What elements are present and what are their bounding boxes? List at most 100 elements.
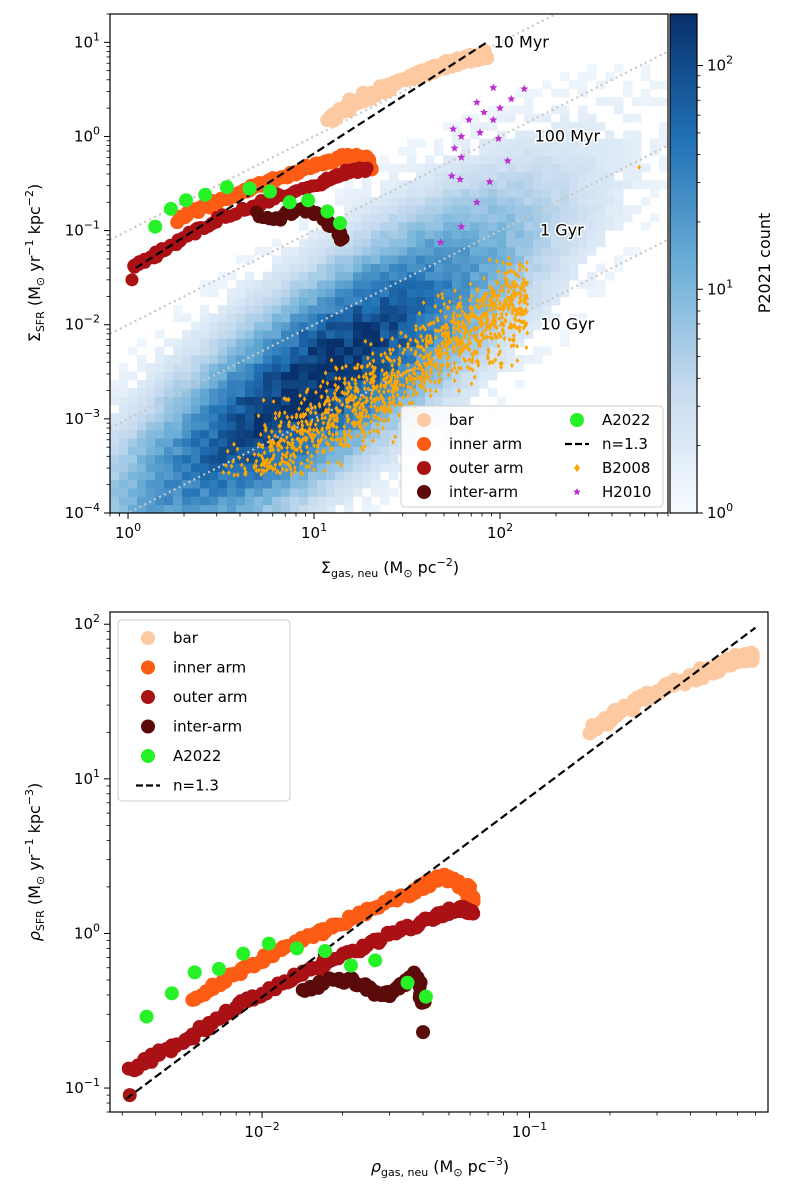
b2008-point bbox=[352, 419, 356, 426]
heatmap-cell bbox=[353, 379, 363, 389]
b2008-point bbox=[352, 365, 357, 371]
heatmap-cell bbox=[182, 504, 192, 513]
b2008-point bbox=[358, 417, 363, 423]
heatmap-cell bbox=[362, 296, 372, 306]
heatmap-cell bbox=[110, 421, 120, 431]
b2008-point bbox=[284, 454, 289, 460]
heatmap-cell bbox=[236, 504, 246, 513]
heatmap-cell bbox=[344, 471, 354, 481]
heatmap-cell bbox=[542, 255, 552, 264]
heatmap-cell bbox=[587, 221, 597, 231]
heatmap-cell bbox=[344, 404, 354, 414]
heatmap-cell bbox=[542, 280, 552, 289]
heatmap-cell bbox=[461, 221, 471, 231]
b2008-point bbox=[505, 269, 510, 276]
heatmap-cell bbox=[236, 463, 246, 472]
b2008-point bbox=[254, 458, 259, 464]
b2008-point bbox=[302, 413, 306, 419]
heatmap-cell bbox=[479, 180, 489, 190]
heatmap-cell bbox=[353, 196, 363, 206]
h2010-point bbox=[507, 94, 516, 103]
heatmap-cell bbox=[155, 363, 165, 373]
heatmap-cell bbox=[542, 313, 552, 323]
b2008-point bbox=[272, 466, 277, 472]
heatmap-cell bbox=[632, 97, 642, 106]
b2008-point bbox=[324, 440, 329, 446]
heatmap-cell bbox=[155, 388, 165, 397]
b2008-point bbox=[376, 405, 380, 412]
b2008-point bbox=[332, 423, 336, 429]
b2008-point bbox=[276, 440, 281, 446]
a2022-point bbox=[289, 941, 304, 956]
heatmap-cell bbox=[200, 288, 210, 298]
heatmap-cell bbox=[308, 421, 318, 431]
p2021-density-heatmap bbox=[110, 63, 668, 513]
b2008-point bbox=[269, 463, 274, 470]
b2008-point bbox=[370, 364, 375, 370]
heatmap-cell bbox=[110, 438, 120, 447]
heatmap-cell bbox=[362, 288, 372, 298]
b2008-point bbox=[295, 428, 300, 434]
heatmap-cell bbox=[281, 379, 291, 389]
heatmap-cell bbox=[434, 163, 444, 173]
heatmap-cell bbox=[137, 396, 147, 406]
heatmap-cell bbox=[380, 263, 390, 273]
b2008-point bbox=[429, 336, 433, 342]
heatmap-cell bbox=[317, 446, 327, 456]
b2008-point bbox=[357, 423, 362, 430]
heatmap-cell bbox=[605, 180, 615, 190]
heatmap-cell bbox=[614, 147, 624, 156]
heatmap-cell bbox=[344, 463, 354, 472]
heatmap-cell bbox=[479, 147, 489, 156]
heatmap-cell bbox=[290, 338, 300, 348]
b2008-point bbox=[312, 443, 316, 449]
b2008-point bbox=[433, 379, 437, 385]
b2008-point bbox=[361, 404, 366, 410]
heatmap-cell bbox=[272, 346, 282, 356]
heatmap-cell bbox=[533, 172, 543, 181]
heatmap-cell bbox=[362, 496, 372, 506]
heatmap-cell bbox=[146, 379, 156, 389]
bottom-y-axis-label: ρSFR (M⊙ yr−1 kpc−3) bbox=[23, 783, 47, 942]
heatmap-cell bbox=[488, 363, 498, 373]
b2008-point bbox=[343, 432, 348, 438]
b2008-point bbox=[342, 376, 347, 382]
heatmap-cell bbox=[227, 271, 237, 281]
heatmap-cell bbox=[497, 213, 507, 223]
heatmap-cell bbox=[254, 321, 264, 331]
heatmap-cell bbox=[488, 263, 498, 273]
heatmap-cell bbox=[218, 388, 228, 397]
heatmap-cell bbox=[272, 488, 282, 497]
heatmap-cell bbox=[335, 188, 345, 198]
heatmap-cell bbox=[128, 371, 138, 381]
heatmap-cell bbox=[200, 463, 210, 472]
heatmap-cell bbox=[137, 429, 147, 439]
b2008-point bbox=[416, 365, 421, 371]
heatmap-cell bbox=[182, 346, 192, 356]
heatmap-cell bbox=[317, 479, 327, 489]
heatmap-cell bbox=[164, 454, 174, 464]
heatmap-cell bbox=[308, 446, 318, 456]
heatmap-cell bbox=[506, 238, 516, 248]
b2008-point bbox=[339, 441, 344, 447]
a2022-point bbox=[139, 1009, 154, 1024]
heatmap-cell bbox=[641, 88, 651, 98]
heatmap-cell bbox=[146, 404, 156, 414]
heatmap-cell bbox=[182, 488, 192, 497]
b2008-point bbox=[512, 337, 516, 343]
heatmap-cell bbox=[425, 246, 435, 256]
heatmap-cell bbox=[578, 88, 588, 98]
heatmap-cell bbox=[272, 363, 282, 373]
heatmap-cell bbox=[479, 263, 489, 273]
heatmap-cell bbox=[254, 496, 264, 506]
colorbar-tick-label: 102 bbox=[707, 54, 733, 75]
a2022-point bbox=[198, 187, 213, 202]
y-tick-label: 10−1 bbox=[65, 1076, 100, 1097]
b2008-point bbox=[442, 301, 447, 307]
heatmap-cell bbox=[587, 230, 597, 239]
heatmap-cell bbox=[227, 454, 237, 464]
b2008-point bbox=[277, 413, 281, 419]
b2008-point bbox=[349, 434, 354, 441]
b2008-point bbox=[462, 322, 467, 329]
